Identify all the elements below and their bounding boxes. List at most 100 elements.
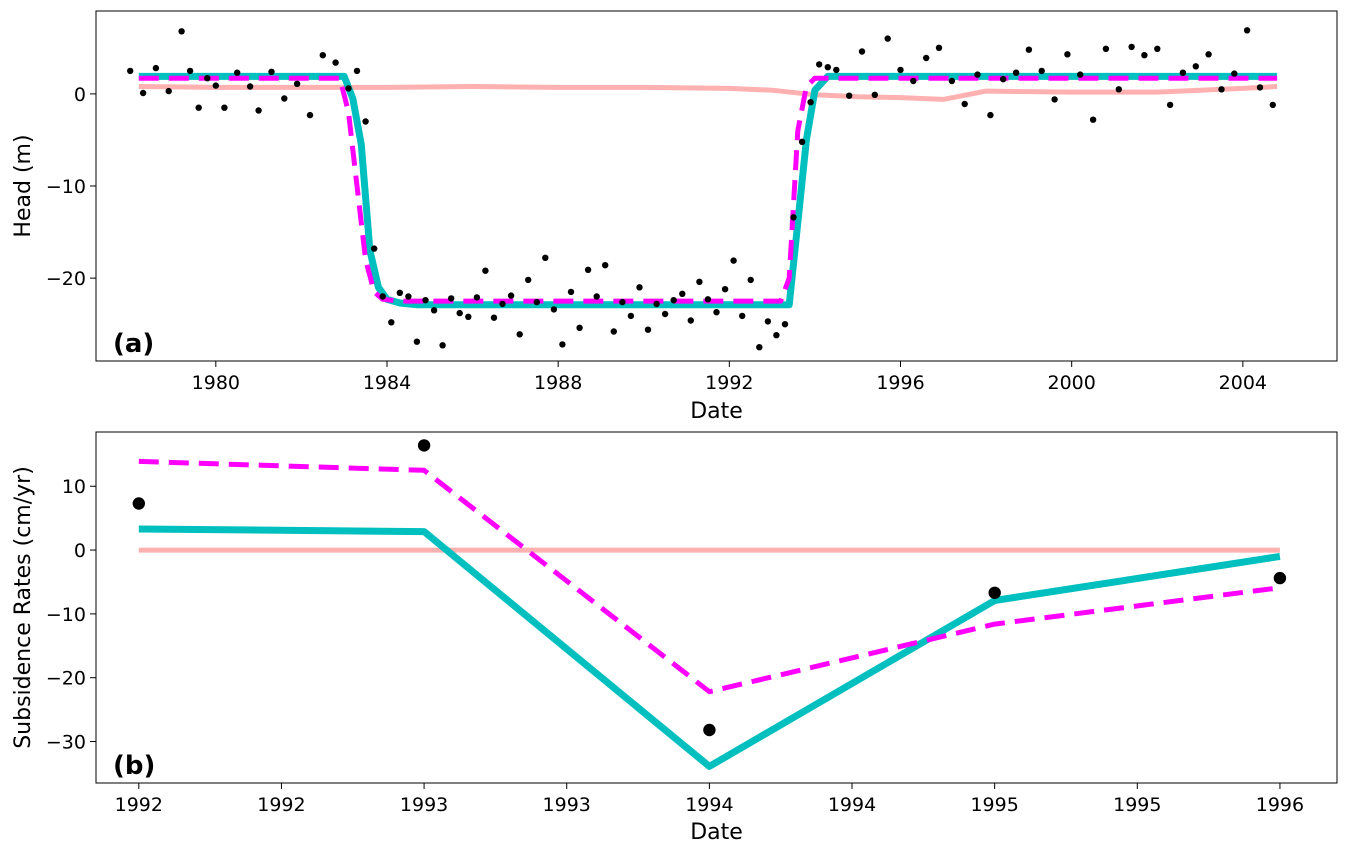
observed-point xyxy=(846,92,853,99)
observed-point xyxy=(1256,84,1264,91)
plot-area-a xyxy=(127,27,1278,351)
series-line-solid-pink-a xyxy=(138,84,1278,102)
observed-point xyxy=(132,497,145,510)
observed-point xyxy=(974,71,981,78)
observed-point xyxy=(388,319,395,326)
observed-point xyxy=(721,286,729,293)
y-tick-label: −30 xyxy=(46,732,86,754)
observed-point xyxy=(884,35,891,42)
observed-point xyxy=(246,83,254,90)
y-axis-label: Head (m) xyxy=(11,134,36,237)
panel-label: (b) xyxy=(113,751,155,781)
observed-point xyxy=(1038,67,1045,75)
panel-a: 1980 1984 1988 1992 1996 2000 2004 0 −10 −20 Date H… xyxy=(11,10,1338,424)
observed-point xyxy=(1051,96,1058,103)
observed-point xyxy=(1166,101,1174,109)
series-line-solid-cyan-b xyxy=(138,525,1281,770)
observed-point xyxy=(644,326,652,333)
observed-point xyxy=(807,99,814,106)
observed-point xyxy=(988,586,1001,599)
observed-point xyxy=(473,294,481,301)
observed-point xyxy=(730,257,737,264)
observed-point xyxy=(353,67,361,75)
observed-point xyxy=(430,307,438,314)
observed-point xyxy=(1128,43,1135,51)
observed-point xyxy=(396,289,403,296)
observed-point xyxy=(1115,86,1123,93)
observed-point xyxy=(525,276,532,284)
observed-point xyxy=(405,293,412,300)
observed-point xyxy=(281,95,288,102)
observed-point xyxy=(490,314,498,321)
observed-point xyxy=(961,100,968,108)
y-tick-label: −20 xyxy=(46,668,86,690)
x-tick-label: 1994 xyxy=(685,794,733,816)
observed-point xyxy=(413,338,421,345)
observed-point xyxy=(139,89,147,97)
observed-point xyxy=(747,276,754,284)
x-tick-label: 1984 xyxy=(363,372,411,394)
observed-point xyxy=(833,66,840,74)
observed-point xyxy=(212,82,219,89)
observed-point xyxy=(195,104,202,111)
observed-point xyxy=(422,297,429,304)
observed-point xyxy=(371,245,378,252)
observed-point xyxy=(584,266,592,273)
observed-point xyxy=(221,104,228,111)
observed-point xyxy=(756,344,763,351)
observed-point xyxy=(661,310,669,318)
observed-point xyxy=(293,80,301,88)
observed-point xyxy=(910,77,917,85)
observed-point xyxy=(858,48,866,55)
observed-point xyxy=(268,68,275,76)
observed-point xyxy=(713,309,720,316)
observed-point xyxy=(417,439,431,452)
observed-point xyxy=(456,309,463,317)
y-tick-label: −20 xyxy=(46,268,86,290)
observed-point xyxy=(1269,101,1277,109)
observed-point xyxy=(1273,571,1287,585)
x-tick-label: 1994 xyxy=(828,794,876,816)
observed-point xyxy=(559,341,566,348)
x-tick-label: 2000 xyxy=(1048,372,1096,394)
observed-point xyxy=(1025,46,1033,53)
observed-point xyxy=(255,107,262,114)
observed-point xyxy=(773,332,780,339)
observed-point xyxy=(790,214,797,221)
observed-point xyxy=(1102,45,1110,52)
x-tick-label: 1993 xyxy=(543,794,591,816)
observed-point xyxy=(871,91,878,99)
observed-point xyxy=(165,87,172,95)
observed-point xyxy=(362,118,369,125)
observed-point xyxy=(619,298,626,306)
observed-point xyxy=(1077,71,1084,78)
observed-point xyxy=(816,61,823,68)
observed-point xyxy=(610,328,617,335)
observed-point xyxy=(1064,51,1071,58)
x-tick-label: 1995 xyxy=(970,794,1018,816)
observed-point xyxy=(482,267,489,274)
x-tick-label: 1996 xyxy=(1256,794,1304,816)
observed-point xyxy=(1231,70,1238,77)
observed-point xyxy=(576,324,583,331)
observed-point xyxy=(516,331,523,338)
observed-point xyxy=(127,67,134,75)
plot-area-b xyxy=(132,439,1287,770)
observed-point xyxy=(824,63,831,71)
observed-point xyxy=(696,278,703,285)
observed-point xyxy=(1154,45,1161,52)
x-tick-label: 1992 xyxy=(705,372,753,394)
observed-point xyxy=(935,44,943,51)
observed-point xyxy=(533,298,540,306)
observed-point xyxy=(448,295,455,302)
observed-point xyxy=(593,293,600,300)
observed-point xyxy=(653,300,660,308)
observed-point xyxy=(345,85,352,92)
observed-point xyxy=(798,138,806,145)
x-tick-label: 1996 xyxy=(876,372,924,394)
observed-point xyxy=(670,297,677,304)
observed-point xyxy=(332,59,339,66)
observed-point xyxy=(306,111,314,119)
observed-point xyxy=(152,64,160,72)
observed-point xyxy=(507,292,515,299)
